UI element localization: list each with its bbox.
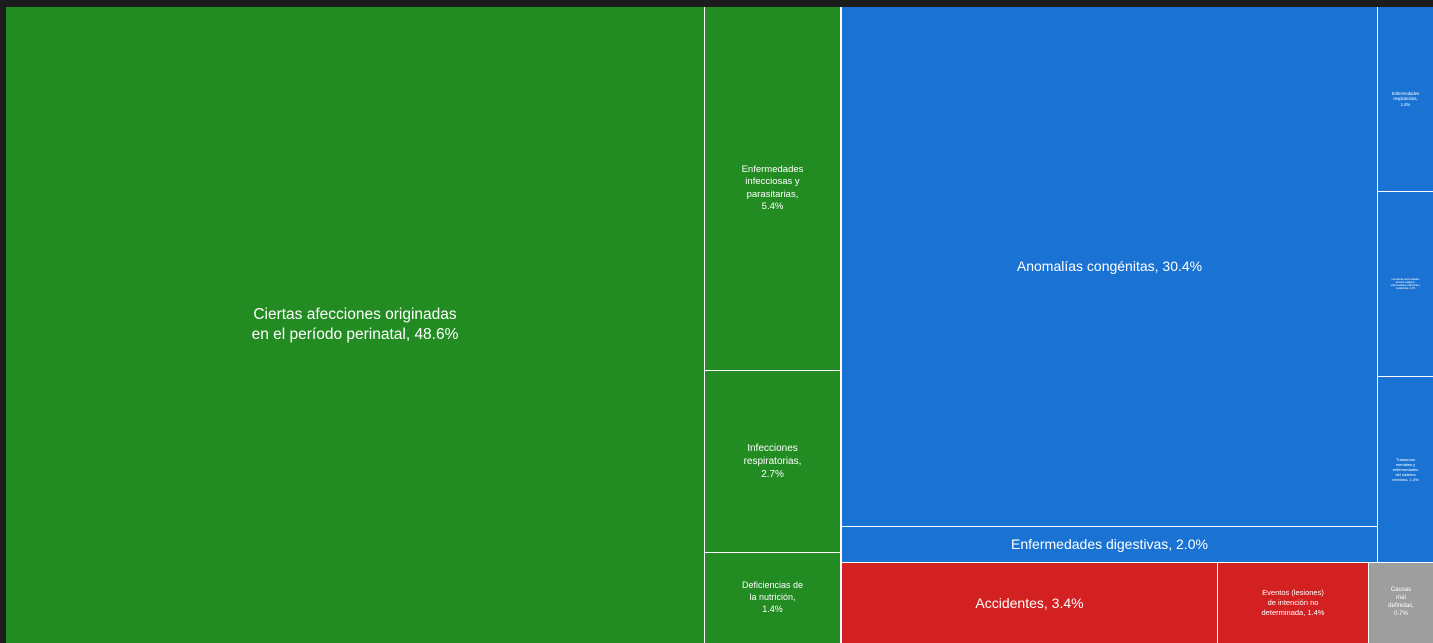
tile-infecciosas-label: Enfermedades infecciosas y parasitarias,…	[741, 163, 804, 212]
tile-causas-mal-definidas-label: Causas mal definidas, 0.7%	[1388, 587, 1414, 617]
tile-eventos-intencion-label: Eventos (lesiones) de intención no deter…	[1261, 588, 1325, 617]
tile-trastornos-mentales-label: Trastornos mentales y enfermedades del s…	[1392, 456, 1419, 483]
tile-perinatal-label: Ciertas afecciones originadas en el perí…	[251, 305, 459, 343]
tile-trastornos-mentales: Trastornos mentales y enfermedades del s…	[1378, 377, 1433, 562]
tile-enfermedades-digestivas: Enfermedades digestivas, 2.0%	[842, 527, 1377, 562]
tile-demas-enfermedades-label: Las demás enfermedades tumores malignos,…	[1390, 277, 1421, 291]
tile-enfermedades-respiratorias-label: Enfermedades respiratorias, 1.4%	[1391, 90, 1420, 107]
treemap-chart: Ciertas afecciones originadas en el perí…	[6, 7, 1433, 643]
tile-causas-mal-definidas: Causas mal definidas, 0.7%	[1369, 563, 1433, 643]
tile-accidentes: Accidentes, 3.4%	[842, 563, 1217, 643]
tile-infecciones-respiratorias: Infecciones respiratorias, 2.7%	[705, 371, 840, 552]
tile-enfermedades-digestivas-label: Enfermedades digestivas, 2.0%	[1011, 536, 1208, 553]
tile-infecciones-respiratorias-label: Infecciones respiratorias, 2.7%	[743, 443, 802, 480]
tile-deficiencias-nutricion-label: Deficiencias de la nutrición, 1.4%	[741, 580, 804, 614]
tile-infecciosas: Enfermedades infecciosas y parasitarias,…	[705, 7, 840, 370]
tile-demas-enfermedades: Las demás enfermedades tumores malignos,…	[1378, 192, 1433, 376]
tile-accidentes-label: Accidentes, 3.4%	[975, 594, 1084, 611]
tile-anomalias-congenitas-label: Anomalías congénitas, 30.4%	[1016, 258, 1203, 275]
tile-perinatal: Ciertas afecciones originadas en el perí…	[6, 7, 704, 643]
tile-eventos-intencion: Eventos (lesiones) de intención no deter…	[1218, 563, 1368, 643]
tile-enfermedades-respiratorias: Enfermedades respiratorias, 1.4%	[1378, 7, 1433, 191]
tile-deficiencias-nutricion: Deficiencias de la nutrición, 1.4%	[705, 553, 840, 643]
tile-anomalias-congenitas: Anomalías congénitas, 30.4%	[842, 7, 1377, 526]
